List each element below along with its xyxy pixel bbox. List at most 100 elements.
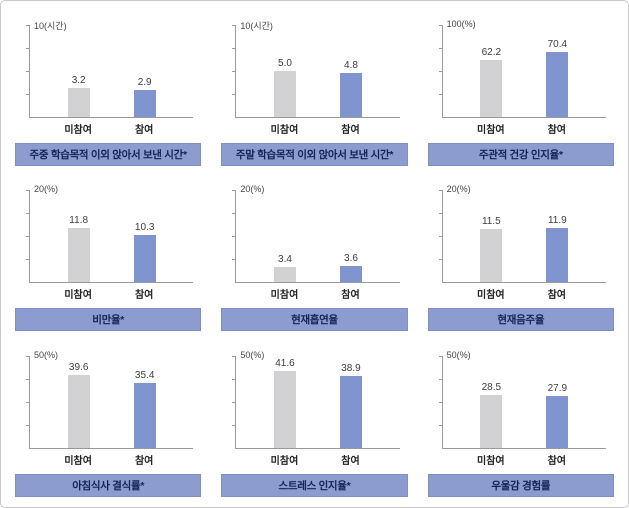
axis-tick (232, 236, 237, 238)
x-category-label: 참여 (341, 125, 360, 136)
chart-title: 주관적 건강 인지율* (427, 143, 614, 166)
y-axis-max-label: 50(%) (446, 349, 471, 360)
y-axis-max-label: 20(%) (446, 184, 471, 195)
chart-title: 우울감 경험률 (427, 473, 614, 497)
chart-title: 스트레스 인지율* (221, 473, 408, 497)
x-category-label: 미참여 (477, 125, 505, 136)
bar-nonparticipant-wrap: 28.5 (470, 356, 512, 448)
axis-tick (438, 236, 443, 238)
axis-tick (26, 48, 30, 49)
bar-nonparticipant-wrap: 3.2 (58, 25, 100, 117)
bar-group: 39.6 35.4 (30, 356, 193, 448)
axis-tick (232, 48, 237, 49)
axis-tick (438, 401, 443, 403)
bar-value-label: 27.9 (547, 383, 568, 395)
bar-value-label: 4.8 (344, 59, 358, 71)
bar-group: 3.2 2.9 (30, 25, 193, 117)
bar-value-label: 70.4 (547, 39, 568, 51)
y-axis-max-label: 20(%) (34, 184, 59, 195)
bar-nonparticipant (273, 371, 296, 448)
bar-group: 11.8 10.3 (30, 190, 193, 283)
axis-tick (232, 71, 237, 72)
axis-tick (232, 25, 237, 26)
axis-tick (232, 401, 237, 403)
bar-participant-wrap: 2.9 (124, 25, 166, 117)
bar-nonparticipant (67, 87, 90, 117)
bar-participant-wrap: 70.4 (536, 25, 578, 117)
axis-tick (438, 190, 443, 192)
axis-tick (438, 94, 443, 95)
bar-participant-wrap: 27.9 (536, 356, 578, 448)
bar-nonparticipant-wrap: 62.2 (470, 25, 512, 117)
x-axis-labels: 미참여 참여 (235, 452, 399, 467)
x-axis-labels: 미참여 참여 (442, 286, 606, 301)
axis-tick (232, 424, 237, 426)
chart-panel-current-smoking: 20(%) 3.4 3.6 미참여 참여 현재흡연율 (219, 174, 409, 337)
x-category-label: 참여 (547, 290, 567, 302)
axis-tick (438, 71, 443, 72)
bar-value-label: 11.5 (481, 216, 501, 228)
bar-value-label: 5.0 (278, 58, 292, 69)
x-category-label: 참여 (134, 125, 154, 136)
x-category-label: 미참여 (270, 125, 299, 136)
axis-tick (232, 94, 237, 95)
bar-value-label: 35.4 (134, 369, 155, 381)
bar-nonparticipant-wrap: 11.5 (470, 190, 512, 283)
chart-panel-depression: 50(%) 28.5 27.9 미참여 참여 우울감 경험률 (426, 340, 616, 503)
axis-tick (26, 94, 30, 95)
bar-participant (133, 234, 156, 283)
bar-nonparticipant-wrap: 39.6 (58, 356, 100, 448)
axis-tick (438, 25, 443, 26)
chart-title: 주중 학습목적 이외 앉아서 보낸 시간* (15, 143, 202, 166)
bar-participant (546, 52, 569, 117)
axis-tick (26, 190, 30, 192)
x-axis-labels: 미참여 참여 (235, 286, 399, 301)
bar-participant (133, 382, 156, 448)
x-category-label: 참여 (134, 290, 154, 302)
bar-group: 3.4 3.6 (236, 190, 399, 283)
chart-panel-stress: 50(%) 41.6 38.9 미참여 참여 스트레스 인지율* (219, 340, 409, 503)
x-category-label: 미참여 (64, 290, 92, 302)
chart-title: 아침식사 결식률* (15, 473, 202, 497)
axis-tick (26, 401, 30, 403)
bar-group: 5.0 4.8 (236, 25, 399, 117)
chart-panel-weekend-sitting: 10(시간) 5.0 4.8 미참여 참여 주말 학습목적 이외 앉아서 보낸 … (219, 9, 409, 172)
x-category-label: 미참여 (270, 455, 299, 467)
axis-tick (438, 378, 443, 380)
bar-participant-wrap: 3.6 (330, 190, 372, 283)
chart-title: 주말 학습목적 이외 앉아서 보낸 시간* (221, 143, 408, 166)
bar-nonparticipant (273, 71, 296, 117)
chart-panel-weekday-sitting: 10(시간) 3.2 2.9 미참여 참여 주중 학습목적 이외 앉아서 보낸 … (13, 9, 203, 172)
axis-tick (232, 259, 237, 261)
bar-participant (133, 90, 156, 117)
chart-title: 비만율* (15, 308, 202, 332)
x-category-label: 미참여 (270, 290, 299, 302)
bar-nonparticipant (480, 229, 503, 283)
bar-group: 62.2 70.4 (443, 25, 606, 117)
bar-value-label: 10.3 (134, 221, 155, 233)
x-axis-labels: 미참여 참여 (442, 121, 606, 136)
x-axis-labels: 미참여 참여 (235, 121, 399, 136)
bar-nonparticipant (67, 374, 90, 448)
bar-participant (546, 227, 569, 283)
x-category-label: 참여 (341, 290, 360, 302)
x-category-label: 미참여 (64, 455, 92, 467)
axis-tick (26, 259, 30, 261)
bar-participant (339, 72, 362, 117)
plot-area: 50(%) 28.5 27.9 (438, 350, 606, 449)
x-category-label: 참여 (341, 455, 360, 467)
x-axis-labels: 미참여 참여 (29, 286, 193, 301)
x-category-label: 참여 (547, 455, 567, 467)
bar-value-label: 11.8 (69, 215, 89, 227)
bar-value-label: 3.2 (71, 74, 86, 86)
bar-nonparticipant-wrap: 41.6 (264, 356, 306, 448)
bar-group: 28.5 27.9 (443, 356, 606, 448)
chart-panel-subjective-health: 100(%) 62.2 70.4 미참여 참여 주관적 건강 인지율* (426, 9, 616, 172)
axis-tick (232, 378, 237, 380)
chart-panel-current-drinking: 20(%) 11.5 11.9 미참여 참여 현재음주율 (426, 174, 616, 337)
axis-tick (232, 355, 237, 357)
bar-nonparticipant-wrap: 5.0 (264, 25, 306, 117)
plot-area: 10(시간) 3.2 2.9 (26, 21, 194, 118)
bar-participant-wrap: 35.4 (124, 356, 166, 448)
chart-title: 현재음주율 (427, 308, 614, 332)
